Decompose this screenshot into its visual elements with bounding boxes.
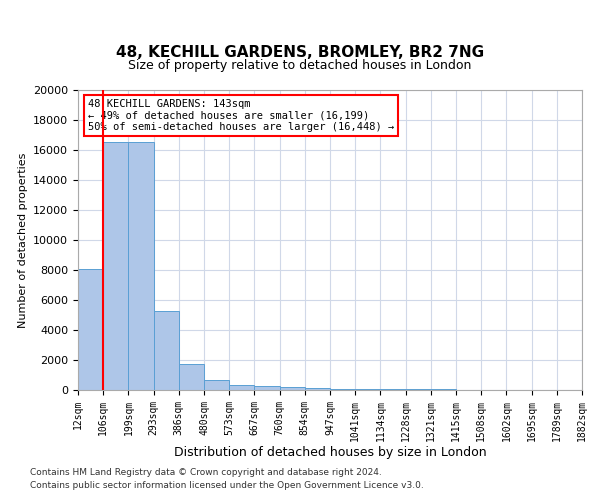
Bar (305, 388, 330, 390)
Bar (179, 364, 204, 390)
Bar (380, 389, 406, 390)
Y-axis label: Number of detached properties: Number of detached properties (17, 152, 28, 328)
Text: Contains HM Land Registry data © Crown copyright and database right 2024.: Contains HM Land Registry data © Crown c… (30, 468, 382, 477)
Bar (103, 142, 128, 390)
X-axis label: Distribution of detached houses by size in London: Distribution of detached houses by size … (173, 446, 487, 460)
Bar (154, 310, 179, 390)
Bar (204, 380, 229, 390)
Bar (330, 388, 355, 390)
Bar (280, 387, 305, 390)
Bar (78, 269, 103, 390)
Text: 48, KECHILL GARDENS, BROMLEY, BR2 7NG: 48, KECHILL GARDENS, BROMLEY, BR2 7NG (116, 45, 484, 60)
Text: Contains public sector information licensed under the Open Government Licence v3: Contains public sector information licen… (30, 480, 424, 490)
Bar (406, 389, 431, 390)
Text: Size of property relative to detached houses in London: Size of property relative to detached ho… (128, 60, 472, 72)
Text: 48 KECHILL GARDENS: 143sqm
← 49% of detached houses are smaller (16,199)
50% of : 48 KECHILL GARDENS: 143sqm ← 49% of deta… (88, 99, 394, 132)
Bar (355, 389, 380, 390)
Bar (229, 385, 254, 390)
Bar (128, 142, 154, 390)
Bar (254, 386, 280, 390)
